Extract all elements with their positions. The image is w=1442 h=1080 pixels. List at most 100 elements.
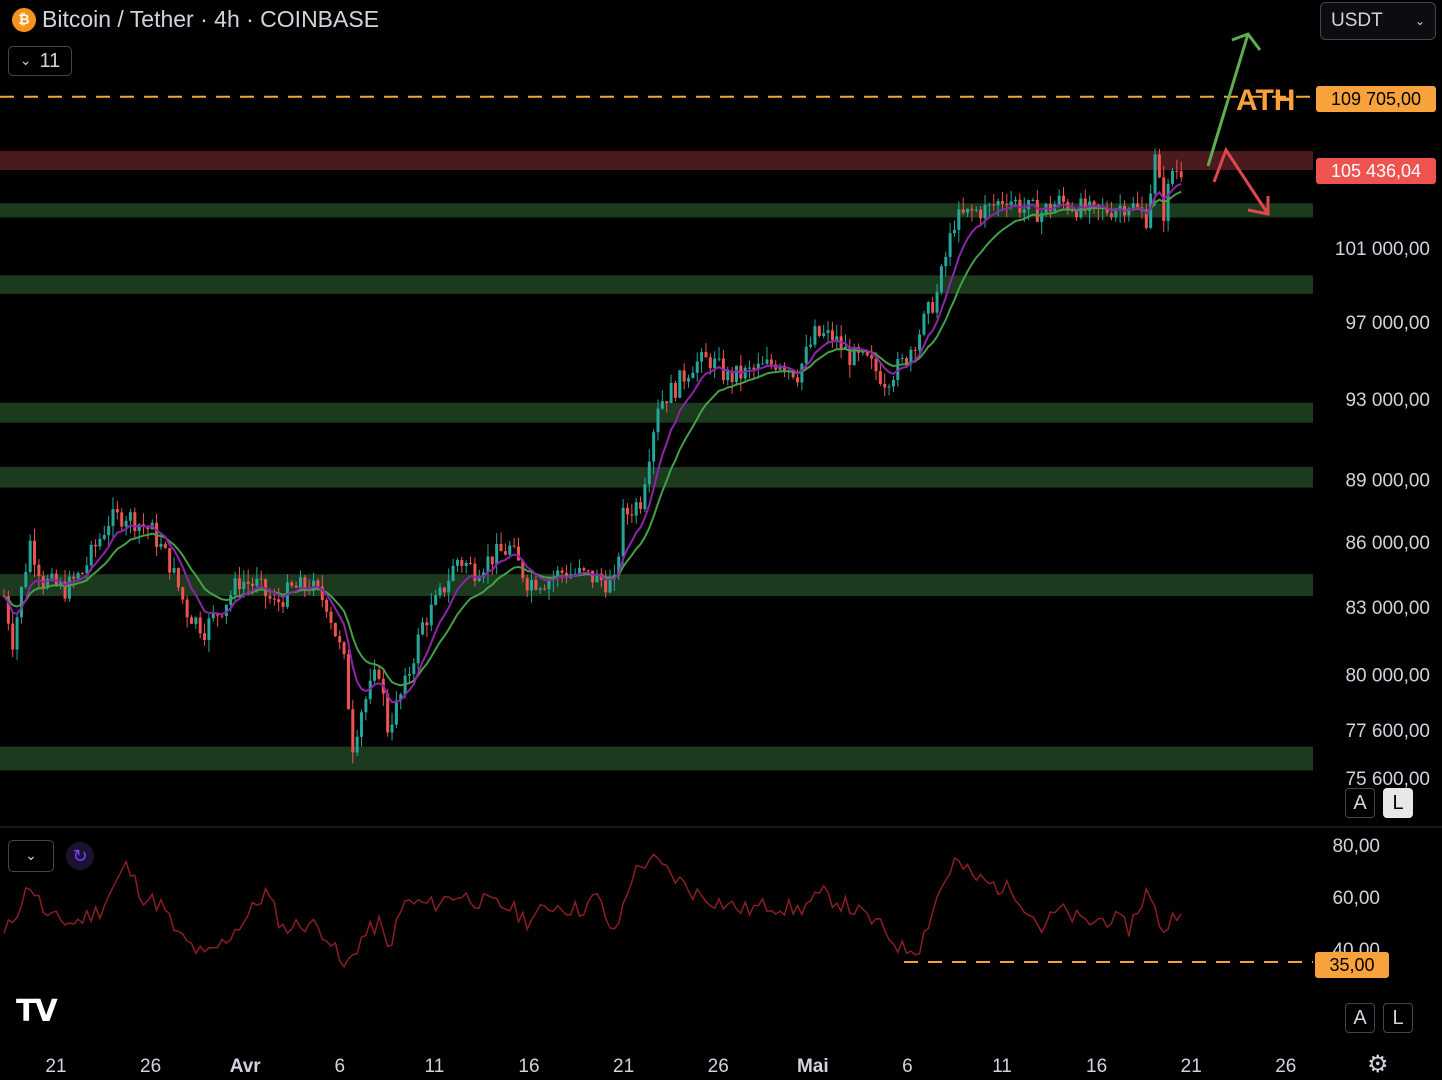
- candle: [425, 617, 429, 638]
- candle-body: [669, 382, 673, 404]
- candle: [233, 571, 237, 601]
- candle: [608, 569, 612, 594]
- candle: [168, 547, 172, 580]
- candle-body: [730, 370, 734, 382]
- candle-body: [272, 598, 276, 600]
- candle-body: [15, 617, 19, 650]
- candle: [120, 508, 124, 532]
- candle: [303, 574, 307, 598]
- candle: [85, 556, 89, 582]
- price-tick-label: 93 000,00: [1345, 390, 1430, 411]
- candle-body: [608, 579, 612, 593]
- candle: [473, 557, 477, 587]
- candle-body: [931, 302, 935, 313]
- candle-body: [346, 654, 350, 710]
- candle: [360, 709, 364, 747]
- candle-body: [442, 587, 446, 593]
- projection-arrows: [1206, 32, 1270, 216]
- candle-body: [543, 588, 547, 590]
- candle-body: [425, 622, 429, 626]
- candle-body: [992, 204, 996, 206]
- candle-body: [983, 204, 987, 219]
- log-scale-button[interactable]: L: [1383, 788, 1413, 818]
- candle-body: [516, 546, 520, 561]
- bitcoin-icon: ₿: [12, 7, 36, 32]
- price-tick-label: 80 000,00: [1345, 665, 1430, 686]
- candle: [639, 496, 643, 514]
- support-zone: [0, 275, 1313, 294]
- candle: [89, 540, 93, 571]
- candle: [364, 696, 368, 721]
- candle-body: [979, 209, 983, 219]
- rsi-tick-label: 80,00: [1332, 836, 1380, 857]
- sync-icon[interactable]: ↻: [66, 842, 94, 870]
- candle: [54, 569, 58, 587]
- rsi-log-scale-button[interactable]: L: [1383, 1003, 1413, 1033]
- settings-gear-icon[interactable]: ⚙: [1367, 1050, 1389, 1078]
- candle-body: [33, 540, 37, 565]
- candle-body: [530, 580, 534, 591]
- candle: [442, 586, 446, 597]
- time-tick-label: 16: [1086, 1056, 1107, 1077]
- candle-body: [189, 617, 193, 624]
- candle: [1040, 209, 1044, 235]
- candle: [407, 666, 411, 683]
- candle-body: [351, 709, 355, 753]
- candle-body: [473, 563, 477, 581]
- candle-body: [59, 581, 63, 585]
- rsi-collapse-button[interactable]: ⌄: [8, 840, 54, 872]
- indicators-toggle-button[interactable]: ⌄ 11: [8, 46, 72, 76]
- candle-body: [412, 663, 416, 674]
- candle: [1166, 179, 1170, 232]
- time-tick-label: 11: [992, 1056, 1012, 1077]
- candle-body: [1005, 203, 1009, 206]
- time-tick-label: Avr: [230, 1056, 262, 1077]
- candle-body: [1149, 193, 1153, 228]
- candle: [194, 616, 198, 629]
- time-tick-label: 21: [1181, 1056, 1202, 1077]
- candle-body: [342, 642, 346, 655]
- candle: [765, 346, 769, 366]
- candle-body: [843, 346, 847, 349]
- candle-body: [1109, 213, 1113, 218]
- candle-body: [656, 408, 660, 433]
- candle-body: [752, 367, 756, 370]
- candle: [769, 353, 773, 370]
- candle-body: [163, 543, 167, 549]
- candle-body: [791, 370, 795, 378]
- candle-body: [115, 509, 119, 513]
- tradingview-logo-icon[interactable]: TV: [16, 994, 58, 1029]
- candle-body: [826, 330, 830, 334]
- candle-body: [573, 573, 577, 575]
- candle-body: [765, 359, 769, 364]
- candle-body: [503, 551, 507, 555]
- candle: [107, 516, 111, 547]
- candle-body: [700, 352, 704, 362]
- candle: [189, 615, 193, 624]
- candle: [682, 363, 686, 390]
- rsi-auto-scale-button[interactable]: A: [1345, 1003, 1375, 1033]
- candle: [660, 390, 664, 410]
- candle: [534, 575, 538, 591]
- candle-body: [242, 581, 246, 590]
- candle: [28, 534, 32, 575]
- chevron-down-icon: ⌄: [1414, 14, 1425, 28]
- candle-body: [50, 573, 54, 579]
- candle-body: [809, 344, 813, 347]
- symbol-title[interactable]: ₿ Bitcoin / Tether · 4h · COINBASE: [12, 6, 379, 33]
- candle-body: [778, 365, 782, 370]
- candle: [996, 198, 1000, 217]
- chevron-down-icon: ⌄: [25, 848, 37, 864]
- auto-scale-button[interactable]: A: [1345, 788, 1375, 818]
- candle: [499, 532, 503, 552]
- candle: [98, 533, 102, 550]
- candle-body: [11, 623, 15, 650]
- candle-body: [1048, 203, 1052, 212]
- candle: [142, 513, 146, 535]
- currency-select[interactable]: USDT ⌄: [1320, 2, 1436, 40]
- candle: [486, 544, 490, 584]
- candle-body: [743, 367, 747, 379]
- candle: [835, 324, 839, 350]
- candle-body: [604, 580, 608, 593]
